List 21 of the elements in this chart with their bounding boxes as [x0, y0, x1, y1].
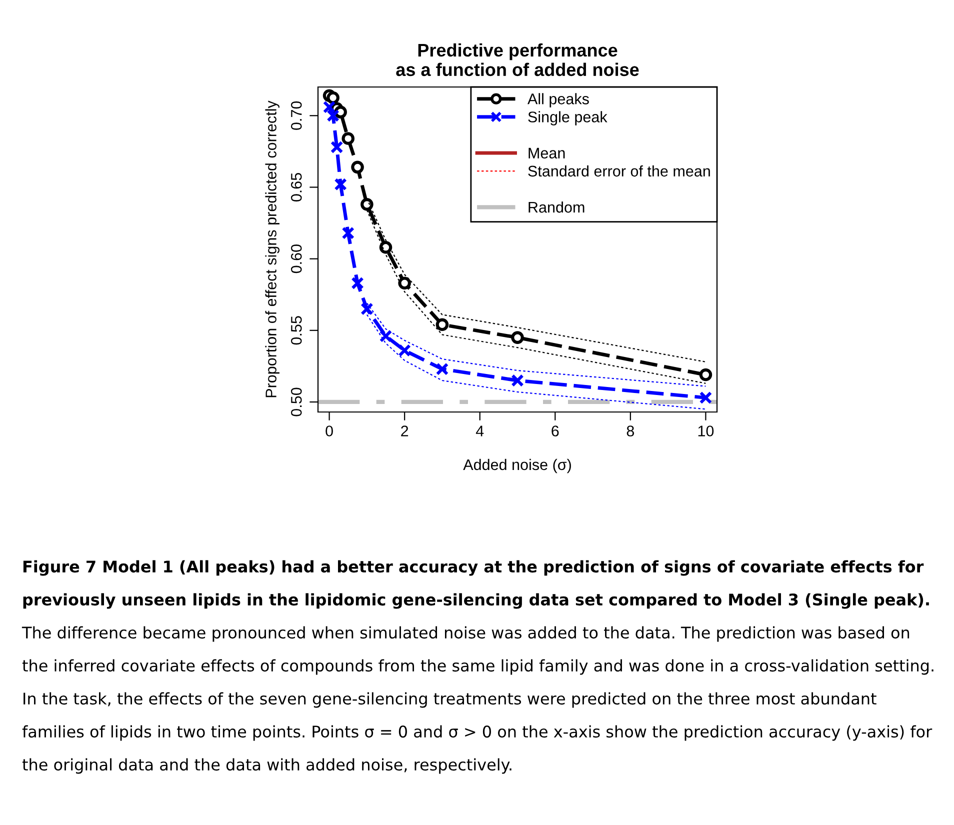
- y-axis-title: Proportion of effect signs predicted correctly: [265, 100, 280, 398]
- x-tick-label: 8: [626, 426, 634, 436]
- x-tick-label: 6: [552, 426, 559, 436]
- x-tick-label: 10: [698, 426, 714, 436]
- legend-label: Random: [528, 201, 584, 213]
- x-axis-title: Added noise (σ): [463, 458, 571, 474]
- y-tick-label: 0.50: [290, 388, 302, 416]
- x-tick-label: 2: [401, 426, 408, 436]
- y-tick-label: 0.60: [290, 244, 302, 274]
- legend-label: Standard error of the mean: [528, 165, 710, 177]
- chart-title: Predictive performance as a function of added noise: [396, 43, 639, 76]
- y-tick-label: 0.55: [290, 316, 302, 345]
- y-tick-label: 0.65: [290, 172, 302, 202]
- y-tick-label: 0.70: [290, 101, 302, 130]
- text: The difference became pronounced when simulated noise was added to the data. The prediction was based on the inferred covariate effects of compounds from the same lipid family and was done in a cross-validation setting. In the task, the effects of the seven gene-silencing treatments were predicted on the three most abundant families of lipids in two time points. Points σ = 0 and σ > 0 on the x-axis show the prediction accuracy (y-axis) for the original data and the data with added noise, respectively.: [22, 626, 934, 774]
- x-tick-label: 0: [326, 426, 333, 436]
- legend-label: All peaks: [528, 93, 589, 108]
- caption: Figure 7 Model 1 (All peaks) had a better accuracy at the prediction of signs of covariate effects for previously unseen lipids in the lipidomic gene-silencing data set compared to Model 3 (Single peak).: [23, 560, 929, 609]
- legend-label: Single peak: [528, 111, 608, 126]
- legend-label: Mean: [528, 148, 565, 159]
- x-tick-label: 4: [476, 426, 484, 436]
